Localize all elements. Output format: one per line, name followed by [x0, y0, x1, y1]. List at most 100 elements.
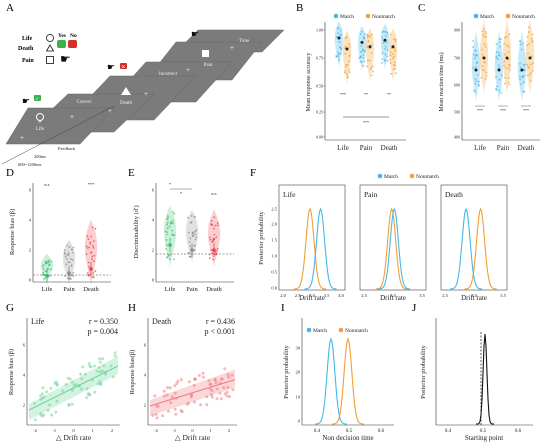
panel-c-point-nonmatch	[531, 39, 534, 42]
panel-d-point	[86, 235, 89, 238]
panel-g-point	[85, 396, 89, 400]
panel-d-point	[85, 245, 88, 248]
panel-g-point	[33, 418, 37, 422]
panel-f-subplot-title: Pain	[364, 190, 378, 199]
screen-incorrect-label: Incorrect	[159, 72, 178, 77]
panel-h-point	[205, 403, 209, 407]
panel-d-point	[94, 270, 97, 273]
panel-c-point-nonmatch	[481, 65, 484, 68]
panel-j-y-label: Posterior probability	[420, 344, 427, 398]
panel-c-violin-nonmatch	[525, 19, 535, 93]
panel-j-x-tick: 0.4	[445, 429, 452, 434]
panel-d-point	[90, 235, 92, 238]
panel-c-point-match	[475, 55, 477, 57]
panel-e-point	[165, 248, 168, 250]
panel-b-x-tick: Death	[381, 144, 398, 152]
panel-label-h: H	[128, 302, 136, 314]
panel-d-point	[87, 261, 90, 264]
panel-b-point-match	[337, 55, 340, 58]
panel-c-point-nonmatch	[483, 61, 486, 63]
panel-d-point	[93, 260, 95, 263]
panel-d-y-label: Response bias (β)	[9, 209, 16, 255]
panel-c-point-match	[474, 57, 477, 60]
panel-e-point	[213, 216, 216, 219]
panel-e-point	[194, 238, 197, 241]
panel-g-point	[98, 360, 102, 364]
panel-e-point	[187, 216, 189, 219]
panel-g-point	[111, 375, 115, 379]
panel-c-point-match	[522, 76, 524, 79]
panel-e-significance: *	[169, 182, 172, 187]
panel-c-point-nonmatch	[507, 66, 510, 69]
panel-h-point	[220, 377, 224, 381]
panel-h-point	[222, 386, 226, 390]
panel-g-point	[100, 369, 104, 373]
panel-c-point-match	[498, 89, 501, 92]
panel-c-point-nonmatch	[529, 72, 532, 74]
panel-f-density-nonmatch	[375, 207, 408, 290]
panel-g-point	[95, 369, 99, 373]
panel-d-point	[91, 255, 94, 258]
panel-d-mean	[67, 271, 71, 275]
panel-b-point-match	[384, 30, 386, 33]
panel-f-y-tick: 1.0	[271, 254, 277, 259]
panel-b-point-nonmatch	[389, 54, 392, 57]
panel-d-point	[70, 277, 72, 280]
panel-c-point-match	[475, 66, 477, 69]
panel-c-point-match	[498, 54, 501, 57]
panel-b-point-match	[385, 34, 387, 37]
panel-b-point-nonmatch	[348, 43, 350, 46]
panel-e-point	[194, 230, 197, 233]
panel-h-point	[163, 394, 166, 398]
panel-b-point-match	[386, 59, 389, 62]
panel-c-point-match	[498, 51, 500, 54]
panel-d-point	[42, 268, 45, 270]
panel-b-point-nonmatch	[345, 36, 348, 39]
panel-label-b: B	[296, 2, 303, 14]
panel-g-x-tick: 1	[92, 428, 94, 433]
panel-c-mean-nonmatch	[482, 56, 486, 60]
panel-e-point	[190, 222, 192, 224]
duration-label: 600~1200ms	[18, 162, 42, 167]
panel-i-y-tick: 20	[296, 370, 301, 375]
panel-f-subplot-title: Life	[283, 190, 296, 199]
panel-e-significance: n.s	[211, 191, 216, 196]
panel-d-point	[64, 255, 67, 258]
panel-g-point	[55, 383, 59, 387]
screen-time-label: Time	[239, 39, 250, 44]
panel-b-point-nonmatch	[366, 45, 369, 48]
panel-b-point-nonmatch	[394, 61, 396, 64]
panel-e-point	[191, 231, 194, 234]
panel-e-point	[193, 216, 196, 218]
panel-g-point	[109, 364, 113, 368]
legend-nonmatch-label: Nonmatch	[416, 174, 439, 180]
panel-b-point-match	[384, 48, 386, 50]
panel-c-point-nonmatch	[531, 33, 534, 36]
legend-match-label: Match	[313, 328, 327, 334]
panel-c-point-nonmatch	[504, 53, 506, 56]
panel-h-point	[215, 387, 219, 391]
panel-d-point	[66, 244, 68, 247]
panel-c-y-tick: 500	[454, 110, 460, 115]
panel-c-point-match	[476, 54, 479, 57]
panel-h-point	[168, 386, 172, 390]
panel-c-point-nonmatch	[531, 41, 534, 44]
panel-c-point-match	[521, 42, 524, 45]
panel-g-x-tick: 2	[111, 428, 113, 433]
legend-nonmatch-swatch	[338, 327, 344, 333]
panel-label-d: D	[6, 167, 14, 179]
panel-h-point	[187, 380, 191, 384]
panel-c-x-tick: Life	[474, 144, 486, 152]
panel-c-mean-match	[474, 68, 478, 72]
panel-d-point	[44, 260, 47, 263]
panel-b-mean-nonmatch	[368, 45, 372, 49]
panel-g-point	[101, 357, 105, 361]
panel-g-point	[67, 403, 71, 407]
panel-g-point	[113, 354, 117, 358]
panel-g-point	[87, 362, 91, 365]
panel-b-point-match	[360, 45, 363, 47]
panel-e-point	[195, 236, 198, 239]
panel-c-point-match	[519, 43, 522, 46]
panel-e-point	[168, 254, 171, 257]
